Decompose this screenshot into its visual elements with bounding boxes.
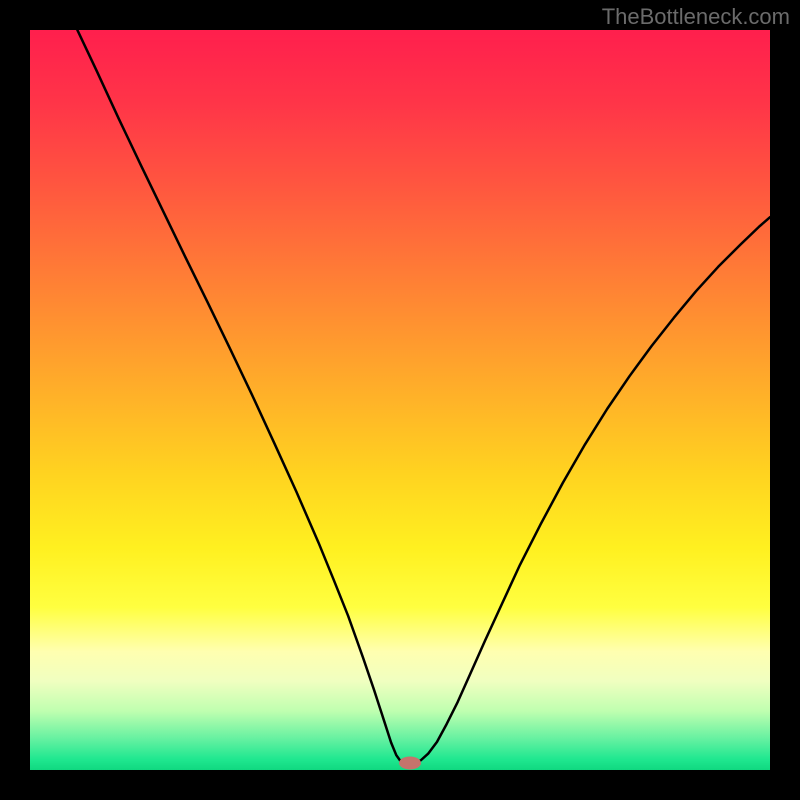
bottleneck-curve — [30, 30, 770, 770]
plot-area — [30, 30, 770, 770]
watermark-text: TheBottleneck.com — [602, 4, 790, 30]
optimum-marker — [399, 757, 421, 770]
